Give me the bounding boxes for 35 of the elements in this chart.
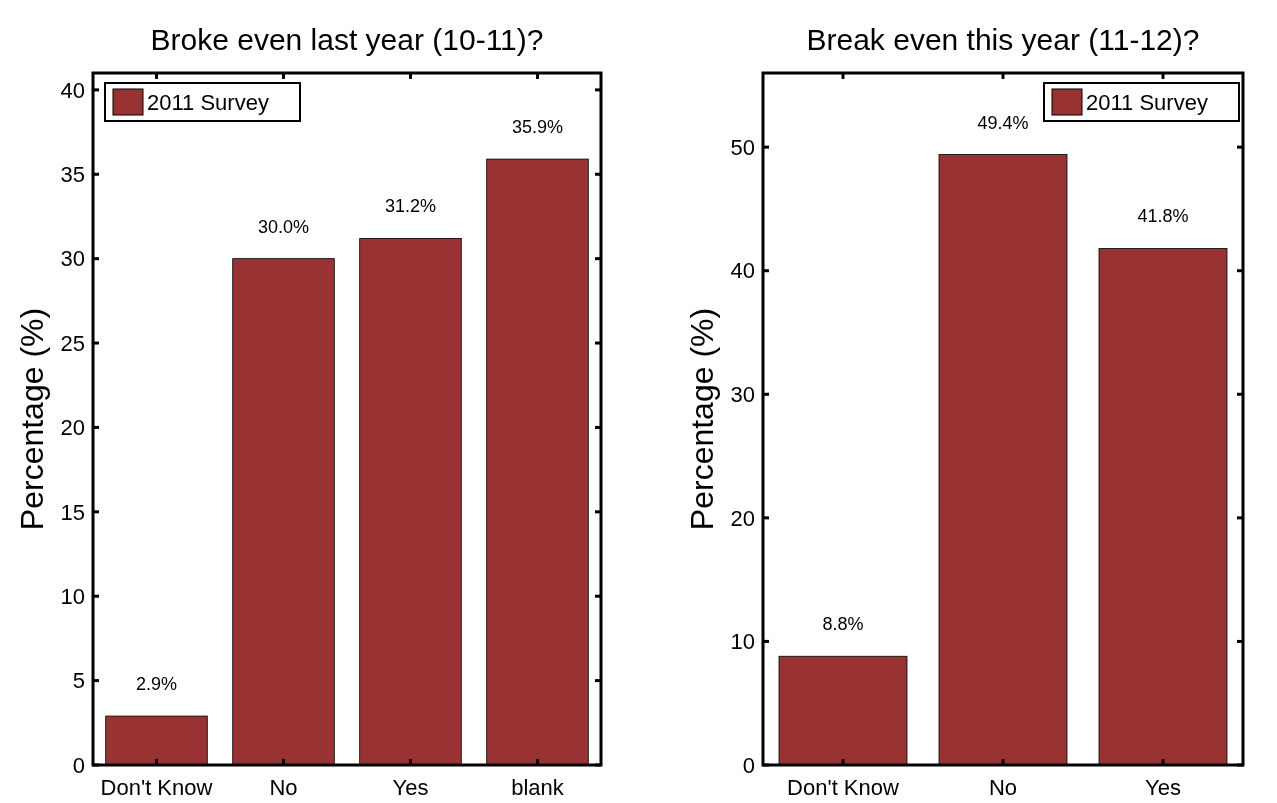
y-axis-title: Percentage (%) [684, 307, 720, 531]
data-label: 30.0% [257, 216, 310, 237]
data-label: 35.9% [511, 117, 564, 138]
data-label: 41.8% [1137, 206, 1189, 227]
y-axis-title: Percentage (%) [14, 307, 50, 531]
x-tick-label: Don't Know [787, 775, 900, 800]
y-tick-label: 40 [730, 258, 755, 284]
y-tick-label: 15 [60, 499, 85, 525]
data-label: 49.4% [977, 112, 1029, 133]
y-tick-label: 10 [730, 629, 755, 655]
y-tick-label: 35 [60, 161, 85, 187]
y-tick-label: 30 [60, 246, 85, 272]
y-tick-label: 30 [730, 381, 755, 407]
x-tick-label: Don't Know [100, 775, 213, 800]
x-tick-label: Yes [1145, 775, 1181, 800]
y-tick-label: 50 [730, 134, 755, 160]
y-tick-label: 40 [60, 77, 85, 103]
y-tick-label: 0 [72, 752, 85, 778]
y-tick-label: 10 [60, 583, 85, 609]
data-label: 31.2% [384, 196, 437, 217]
x-tick-label: No [988, 775, 1018, 800]
y-tick-label: 5 [72, 668, 85, 694]
legend-label: 2011 Survey [1086, 89, 1208, 115]
chart-title: Break even this year (11-12)? [806, 23, 1200, 56]
y-tick-label: 20 [730, 505, 755, 531]
legend-label: 2011 Survey [147, 89, 269, 115]
y-tick-label: 20 [60, 415, 85, 441]
x-tick-label: No [269, 775, 298, 800]
data-label: 2.9% [135, 674, 178, 695]
y-tick-label: 25 [60, 330, 85, 356]
y-tick-label: 0 [742, 752, 755, 778]
chart-title: Broke even last year (10-11)? [150, 23, 544, 56]
x-tick-label: blank [511, 775, 565, 800]
data-label: 8.8% [822, 614, 864, 635]
x-tick-label: Yes [392, 775, 429, 800]
